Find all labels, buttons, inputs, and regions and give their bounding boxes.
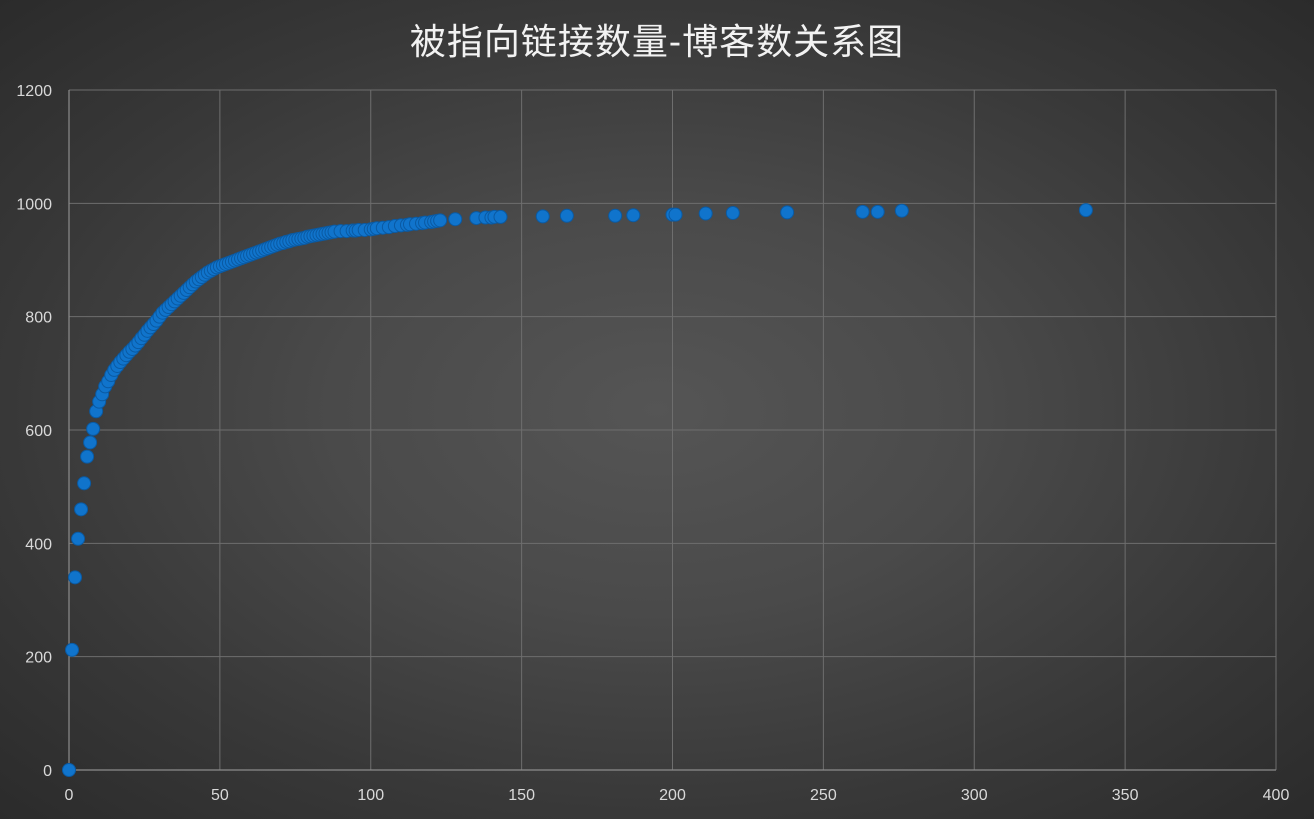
data-point	[62, 763, 76, 777]
data-point	[448, 212, 463, 227]
data-point	[608, 208, 623, 223]
data-point	[71, 531, 86, 546]
data-point	[74, 502, 89, 517]
y-tick-label: 0	[43, 763, 52, 780]
x-tick-label: 250	[810, 787, 837, 804]
data-point	[65, 642, 80, 657]
data-point	[493, 209, 508, 224]
chart-title: 被指向链接数量-博客数关系图	[410, 22, 904, 63]
data-point	[86, 421, 101, 436]
data-point	[698, 206, 713, 221]
x-tick-label: 400	[1263, 787, 1290, 804]
data-points	[62, 203, 1093, 777]
data-point	[68, 570, 83, 585]
y-tick-label: 1000	[16, 196, 52, 213]
x-tick-label: 300	[961, 787, 988, 804]
data-point	[433, 213, 448, 228]
data-point	[668, 207, 683, 222]
y-tick-label: 200	[25, 650, 52, 667]
x-tick-label: 150	[508, 787, 535, 804]
y-tick-label: 1200	[16, 83, 52, 100]
data-point	[894, 203, 909, 218]
x-tick-label: 350	[1112, 787, 1139, 804]
x-tick-label: 200	[659, 787, 686, 804]
data-point	[80, 449, 95, 464]
y-tick-label: 600	[25, 423, 52, 440]
data-point	[77, 476, 92, 491]
data-point	[1078, 203, 1093, 218]
data-point	[725, 205, 740, 220]
x-tick-label: 50	[211, 787, 229, 804]
data-point	[626, 208, 641, 223]
axis-layer: 0 200 400 600 800 1000 1200 0 50 100 150 200 250 300 3…	[16, 83, 1289, 804]
grid-layer	[69, 89, 1277, 770]
data-point	[870, 204, 885, 219]
x-tick-label: 0	[65, 787, 74, 804]
data-point	[83, 435, 98, 450]
data-point	[535, 209, 550, 224]
x-tick-label: 100	[357, 787, 384, 804]
y-tick-label: 400	[25, 536, 52, 553]
data-point	[559, 208, 574, 223]
data-point	[855, 204, 870, 219]
data-point	[780, 205, 795, 220]
y-tick-label: 800	[25, 310, 52, 327]
